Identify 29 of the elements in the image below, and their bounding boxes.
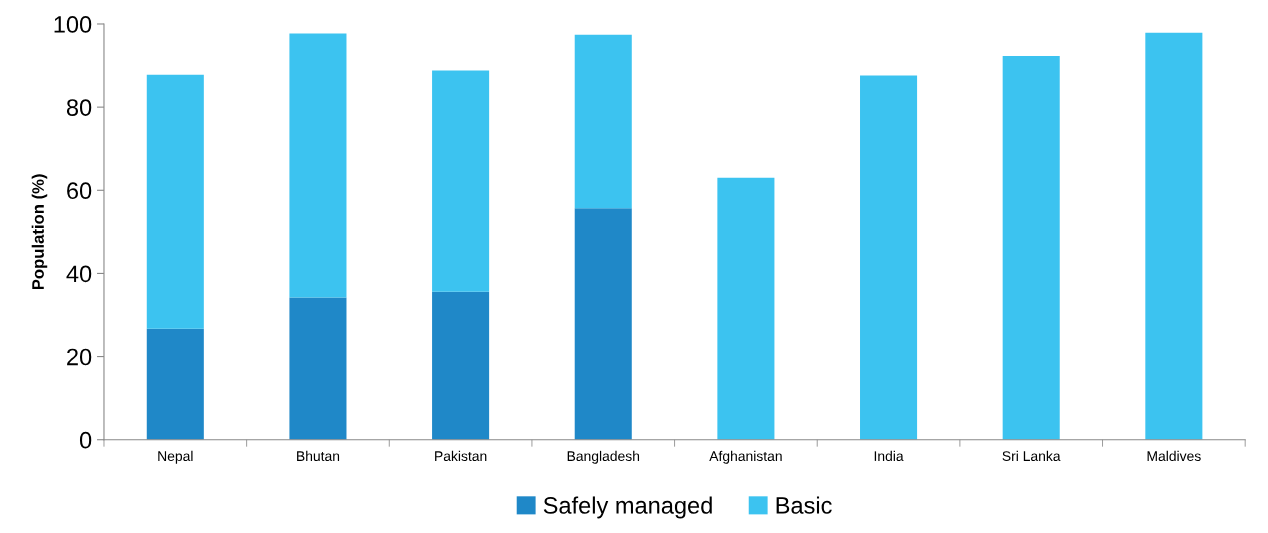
legend-label: Basic xyxy=(776,496,832,514)
y-tick-label: 20 xyxy=(67,348,92,366)
bar xyxy=(289,33,347,298)
bar xyxy=(574,34,632,209)
bar xyxy=(1145,32,1203,440)
x-tick-label: Sri Lanka xyxy=(1002,450,1061,462)
x-tick-label: Bangladesh xyxy=(567,450,640,464)
bar xyxy=(146,328,204,440)
bar xyxy=(574,208,632,440)
x-tick-label: Afghanistan xyxy=(709,450,782,464)
y-tick-label: 100 xyxy=(54,16,92,33)
bar xyxy=(1002,56,1060,440)
legend-label: Safely managed xyxy=(543,496,712,519)
x-tick-label: Pakistan xyxy=(435,450,487,462)
bar xyxy=(432,291,490,440)
bar xyxy=(860,75,918,440)
x-tick-label: India xyxy=(874,450,904,462)
y-tick-label: 0 xyxy=(79,431,92,449)
bar xyxy=(289,297,347,440)
bar xyxy=(432,70,490,292)
x-tick-label: Nepal xyxy=(158,450,193,464)
y-tick-label: 40 xyxy=(66,265,92,283)
y-tick-label: 80 xyxy=(66,99,92,116)
x-tick-label: Bhutan xyxy=(297,450,340,462)
bar xyxy=(146,74,204,329)
bar xyxy=(717,177,775,440)
x-tick-label: Maldives xyxy=(1147,450,1201,462)
y-tick-label: 60 xyxy=(67,182,92,200)
y-axis-title: Population (%) xyxy=(31,174,48,290)
